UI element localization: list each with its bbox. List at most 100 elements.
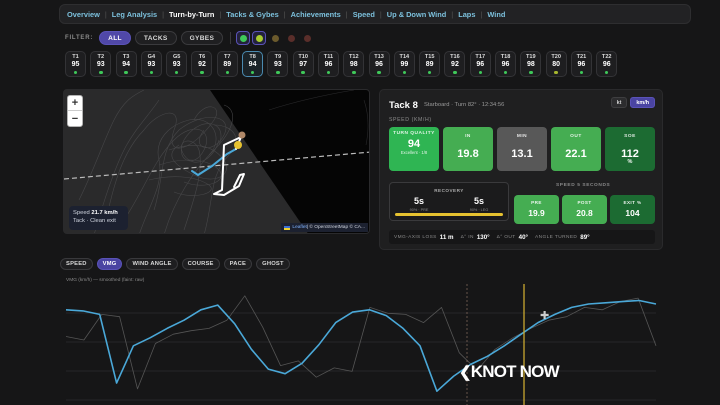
chart-tab-speed[interactable]: SPEED [60, 258, 93, 270]
filter-gybes[interactable]: GYBES [180, 31, 224, 45]
angle-turned-value: 89° [580, 233, 590, 241]
unit-kt[interactable]: kt [610, 97, 628, 108]
quality-dot-icon [276, 70, 280, 74]
turn-chip-t14[interactable]: T14 99 [393, 51, 415, 77]
metric-tile-turn-quality: TURN QUALITY 94 Excellent · 1/8 [389, 127, 439, 171]
nav-separator: | [219, 9, 222, 19]
metric-tile-out: OUT 22.1 [551, 127, 601, 171]
chart-tab-course[interactable]: COURSE [181, 258, 220, 270]
turn-label: G5 [172, 54, 181, 60]
dot-icon [271, 34, 279, 42]
filter-all[interactable]: ALL [99, 31, 131, 45]
turn-chip-t2[interactable]: T2 93 [90, 51, 112, 77]
chart-tab-pace[interactable]: PACE [223, 258, 253, 270]
turn-chip-t3[interactable]: T3 94 [115, 51, 137, 77]
track-map[interactable]: + − Speed 21.7 km/h Tack · Clean exit Le… [63, 89, 370, 234]
vmg-loss-label: VMG-AXIS LOSS [394, 234, 437, 240]
quality-filter-good[interactable] [252, 31, 267, 45]
turn-chip-t19[interactable]: T19 98 [520, 51, 542, 77]
turn-score: 96 [602, 61, 611, 68]
map-canvas[interactable] [64, 90, 370, 234]
attribution-text: | © OpenStreetMap © CA... [306, 225, 365, 230]
turn-chip-t13[interactable]: T13 96 [368, 51, 390, 77]
nav-overview[interactable]: Overview [67, 9, 100, 19]
quality-filter-excellent[interactable] [236, 31, 251, 45]
delta-out-value: 40° [518, 233, 528, 241]
nav-laps[interactable]: Laps [458, 9, 476, 19]
recovery-leg-sub: 90% · LEG [469, 208, 489, 212]
zoom-out-button[interactable]: − [71, 112, 79, 125]
quality-dot-icon [352, 70, 356, 74]
turn-score: 93 [172, 61, 181, 68]
quality-dot-icon [326, 70, 331, 74]
tile-value: 112 [621, 148, 639, 160]
nav-up-down-wind[interactable]: Up & Down Wind [386, 9, 447, 19]
quality-dot-icon [73, 70, 78, 74]
recovery-bar [395, 213, 503, 216]
speed-overlay: Speed 21.7 km/h Tack · Clean exit [69, 206, 128, 230]
chart-tab-ghost[interactable]: GHOST [256, 258, 290, 270]
metric-tile-min: MIN 13.1 [497, 127, 547, 171]
quality-dot-icon [529, 70, 533, 74]
filter-tacks[interactable]: TACKS [134, 31, 177, 45]
nav-speed[interactable]: Speed [352, 9, 375, 19]
turn-chip-t1[interactable]: T1 95 [65, 51, 86, 77]
turn-label: T18 [500, 54, 511, 60]
turn-chip-t22[interactable]: T22 96 [596, 51, 618, 77]
zoom-in-button[interactable]: + [68, 96, 82, 111]
quality-dot-icon [174, 70, 179, 74]
turn-label: T19 [526, 54, 536, 60]
turn-chip-g4[interactable]: G4 93 [140, 51, 162, 77]
unit-km-h[interactable]: km/h [630, 97, 655, 108]
chart-caption: VMG (km/h) — smoothed (faint: raw) [66, 278, 145, 283]
turn-chip-t9[interactable]: T9 93 [267, 51, 289, 77]
turn-chip-t15[interactable]: T15 89 [419, 51, 441, 77]
turn-label: T22 [601, 54, 612, 60]
turn-chip-t17[interactable]: T17 96 [469, 51, 491, 77]
quality-dot-icon [554, 70, 558, 74]
chart-tab-wind-angle[interactable]: WIND ANGLE [126, 258, 178, 270]
turn-chip-t7[interactable]: T7 89 [216, 51, 238, 77]
turn-chip-t12[interactable]: T12 98 [343, 51, 365, 77]
quality-filter-bad[interactable] [300, 31, 314, 45]
turn-chip-t20[interactable]: T20 80 [545, 51, 567, 77]
turn-chip-t6[interactable]: T6 92 [191, 51, 213, 77]
turn-score: 92 [451, 61, 459, 68]
turn-chip-t21[interactable]: T21 96 [570, 51, 592, 77]
knotnow-logo: ❮KNOT NOW [459, 362, 560, 381]
turn-chip-g5[interactable]: G5 93 [166, 51, 188, 77]
turn-chip-t16[interactable]: T16 92 [444, 51, 466, 77]
angle-turned-label: ANGLE TURNED [534, 234, 578, 240]
tile-label: TURN QUALITY [393, 131, 435, 136]
tile-value: 13.1 [511, 148, 533, 160]
nav-wind[interactable]: Wind [487, 9, 506, 19]
nav-leg-analysis[interactable]: Leg Analysis [111, 9, 158, 19]
turn-chip-t11[interactable]: T11 96 [317, 51, 339, 77]
quality-dot-icon [402, 70, 407, 74]
filter-bar: FILTER: ALL TACKS GYBES [65, 31, 316, 45]
nav-achievements[interactable]: Achievements [290, 9, 341, 19]
turn-label: T6 [198, 54, 206, 60]
chart-tab-vmg[interactable]: VMG [96, 258, 123, 270]
turn-label: T10 [298, 54, 308, 60]
turn-label: T11 [323, 54, 334, 60]
quality-filter-fair[interactable] [268, 31, 282, 45]
leaflet-link[interactable]: Leaflet [292, 225, 307, 230]
turn-score: 99 [400, 61, 409, 68]
nav-tacks-gybes[interactable]: Tacks & Gybes [226, 9, 279, 19]
quality-filter-poor[interactable] [284, 31, 298, 45]
vmg-loss-value: 11 m [439, 233, 454, 241]
quality-dot-icon [149, 70, 154, 74]
turn-label: T7 [224, 54, 231, 60]
vmg-chart[interactable] [60, 284, 720, 405]
nav-separator: | [283, 9, 286, 19]
turn-score: 95 [71, 61, 80, 68]
turn-chip-t10[interactable]: T10 97 [292, 51, 314, 77]
nav-turn-by-turn[interactable]: Turn-by-Turn [169, 9, 215, 19]
turn-chip-t8[interactable]: T8 94 [242, 51, 264, 77]
turn-label: T14 [399, 54, 410, 60]
turn-chip-t18[interactable]: T18 96 [495, 51, 517, 77]
tile-label: MIN [516, 134, 528, 139]
metric-tile-in: IN 19.8 [443, 127, 493, 171]
speed5-tile-pre: PRE 19.9 [514, 195, 559, 224]
